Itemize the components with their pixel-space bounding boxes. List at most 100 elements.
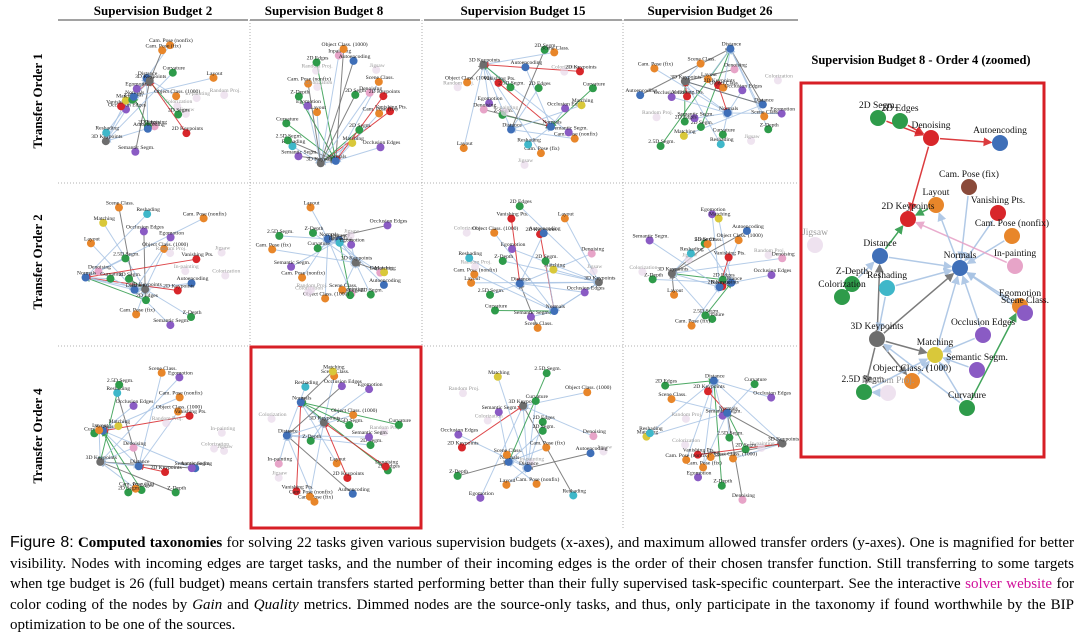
node-label: Layout [207,71,223,77]
node-label: Vanishing Pts. [175,409,208,415]
zoom-node-dot [872,248,888,264]
node-label: Egomotion [168,370,193,376]
node-label: Scene Class. [106,201,135,207]
node-label: In-painting [267,457,292,463]
zoom-node-label: Object Class. (1000) [873,363,951,374]
zoom-node-label: 2D Edges [881,104,919,114]
node-label: Reshading [710,137,734,143]
task-node-2d-edges: 2D Edges [655,379,677,390]
node-label: Normals [292,395,311,401]
node-label: Scene Class. [687,57,716,63]
node-label: Random Proj. [671,412,703,418]
task-node-reshading: Reshading [562,488,586,499]
transfer-edge [144,231,145,289]
task-node-vanishing-pts: Vanishing Pts. [714,250,747,261]
zoom-node-dot [959,400,975,416]
node-label: Curvature [583,81,606,87]
task-node-2d-keypoints: 2D Keypoints [369,89,400,100]
node-label: Curvature [526,394,549,400]
task-node-semantic-segm: Semantic Segm. [632,233,669,244]
node-label: Occlusion Edges [567,285,605,291]
column-header-1: Supervision Budget 2 [94,3,212,18]
task-node-denoising: Denoising [772,251,795,262]
node-label: Cam. Pose (nonfix) [281,270,325,277]
zoom-node-dot [1007,258,1023,274]
node-label: Autoencoding [529,226,561,232]
node-label: Vanishing Pts. [672,89,705,95]
task-node-egomotion: Egomotion [159,230,184,241]
node-label: Denoising [772,251,795,257]
node-label: 2D Keypoints [333,471,364,477]
task-node-random-proj: Random Proj. [642,110,674,121]
task-node-egomotion: Egomotion [340,238,365,249]
node-label: Reshading [562,488,586,494]
task-node-2d-keypoints: 2D Keypoints [163,283,194,294]
task-node-2d-edges: 2D Edges [510,199,532,210]
node-label: Random Proj. [448,386,480,392]
zoom-node-label: Occlusion Edges [951,318,1015,328]
zoom-node-dot [969,362,985,378]
node-label: Matching [709,212,731,218]
node-label: 2D Keypoints [693,384,724,390]
task-node-3d-keypoints: 3D Keypoints [670,74,701,85]
zoom-node-label: In-painting [994,249,1036,259]
node-label: Z-Depth [760,122,779,128]
task-node-scene-class: Scene Class. [751,109,780,120]
node-label: Cam. Pose (nonfix) [159,389,203,396]
zoom-node-label: 3D Keypoints [850,322,903,332]
task-node-2d-segm: 2D Segm. [349,123,372,134]
task-node-cam-pose-fix: Cam. Pose (fix) [530,439,565,451]
zoom-node-label: Matching [917,338,954,348]
zoom-node-label: Z-Depth [836,267,868,277]
task-node-cam-pose-nonfix: Cam. Pose (nonfix) [183,210,227,222]
zoom-node-label: Jigsaw [802,228,828,238]
figure-label: Figure 8: [10,534,74,551]
node-label: Curvature [389,418,412,424]
task-node-in-painting: In-painting [493,105,518,116]
node-label: Reshading [639,426,663,432]
node-label: Occlusion Edges [724,83,762,89]
node-label: Jigsaw [587,264,603,270]
zoom-node-dot [1004,228,1020,244]
zoom-node-dot [869,331,885,347]
solver-website-link[interactable]: solver website [965,576,1052,592]
task-node-2d-edges: 2D Edges [529,81,551,92]
task-node-egomotion: Egomotion [168,370,193,381]
task-node-vanishing-pts: Vanishing Pts. [496,212,529,223]
task-node-layout: Layout [457,141,473,152]
zoom-node-dot [880,385,896,401]
node-label: Cam. Pose (fix) [256,241,291,248]
node-label: Occlusion Edges [370,218,408,224]
node-label: 3D Keypoints [657,266,688,272]
node-label: Cam. Pose (nonfix) [665,452,709,459]
node-label: 2.5D Segm. [267,229,294,235]
zoom-node-dot [856,384,872,400]
edges [279,371,399,501]
node-label: Curvature [485,304,508,310]
zoom-node-label: Curvature [948,391,986,401]
panel-order3-budget2: 2D Segm.2D EdgesDenoisingAutoencodingLay… [259,364,412,505]
zoom-node-label: 2D Keypoints [881,202,934,212]
node-label: 2D Edges [533,415,555,421]
zoom-node-label: Reshading [867,271,907,281]
task-node-distance: Distance [519,461,539,472]
node-label: 2.5D Segm. [337,418,364,424]
node-label: Semantic Segm. [274,260,311,266]
node-label: Scene Class. [751,109,780,115]
task-node-colorization: Colorization [212,269,240,280]
node-label: Z-Depth [183,310,202,316]
task-node-z-depth: Z-Depth [494,254,513,265]
node-label: 2D Edges [136,293,158,299]
node-label: Distance [130,459,150,465]
task-node-occlusion-edges: Occlusion Edges [363,140,401,151]
node-label: Autoencoding [133,122,165,128]
node-label: Matching [323,364,345,370]
node-label: 3D Keypoints [670,74,701,80]
